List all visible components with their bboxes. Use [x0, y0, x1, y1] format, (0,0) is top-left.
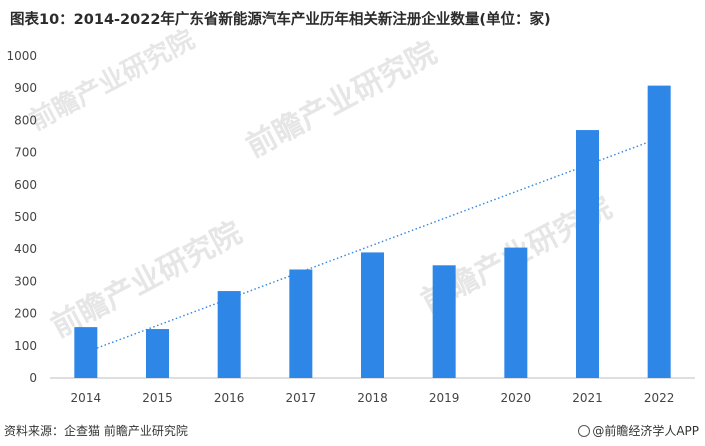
bar [289, 269, 313, 378]
bar [217, 291, 241, 378]
brand-logo-icon [578, 425, 591, 437]
y-tick-label: 0 [29, 371, 37, 385]
x-tick-label: 2020 [501, 391, 532, 405]
y-tick-label: 200 [14, 307, 37, 321]
bar [504, 247, 528, 378]
y-tick-label: 100 [14, 339, 37, 353]
y-tick-label: 800 [14, 113, 37, 127]
y-tick-label: 400 [14, 242, 37, 256]
y-tick-label: 900 [14, 81, 37, 95]
bar [74, 327, 98, 378]
x-tick-label: 2017 [286, 391, 317, 405]
bar [361, 252, 384, 378]
x-tick-label: 2022 [644, 391, 675, 405]
bar [576, 130, 599, 378]
brand-text: @前瞻经济学人APP [592, 424, 699, 438]
x-tick-label: 2019 [429, 391, 460, 405]
brand-label: @前瞻经济学人APP [578, 422, 699, 439]
x-tick-label: 2016 [214, 391, 245, 405]
y-tick-label: 1000 [6, 49, 37, 63]
x-tick-label: 2014 [71, 391, 102, 405]
chart-title: 图表10：2014-2022年广东省新能源汽车产业历年相关新注册企业数量(单位：… [10, 12, 551, 28]
bar [647, 85, 671, 379]
y-tick-label: 600 [14, 178, 37, 192]
bar [432, 265, 456, 378]
bar [146, 329, 169, 378]
source-note: 资料来源：企查猫 前瞻产业研究院 [4, 424, 188, 438]
x-tick-label: 2015 [142, 391, 173, 405]
y-tick-label: 700 [14, 146, 37, 160]
y-tick-label: 300 [14, 274, 37, 288]
x-tick-label: 2018 [357, 391, 388, 405]
x-tick-label: 2021 [572, 391, 603, 405]
y-tick-label: 500 [14, 210, 37, 224]
